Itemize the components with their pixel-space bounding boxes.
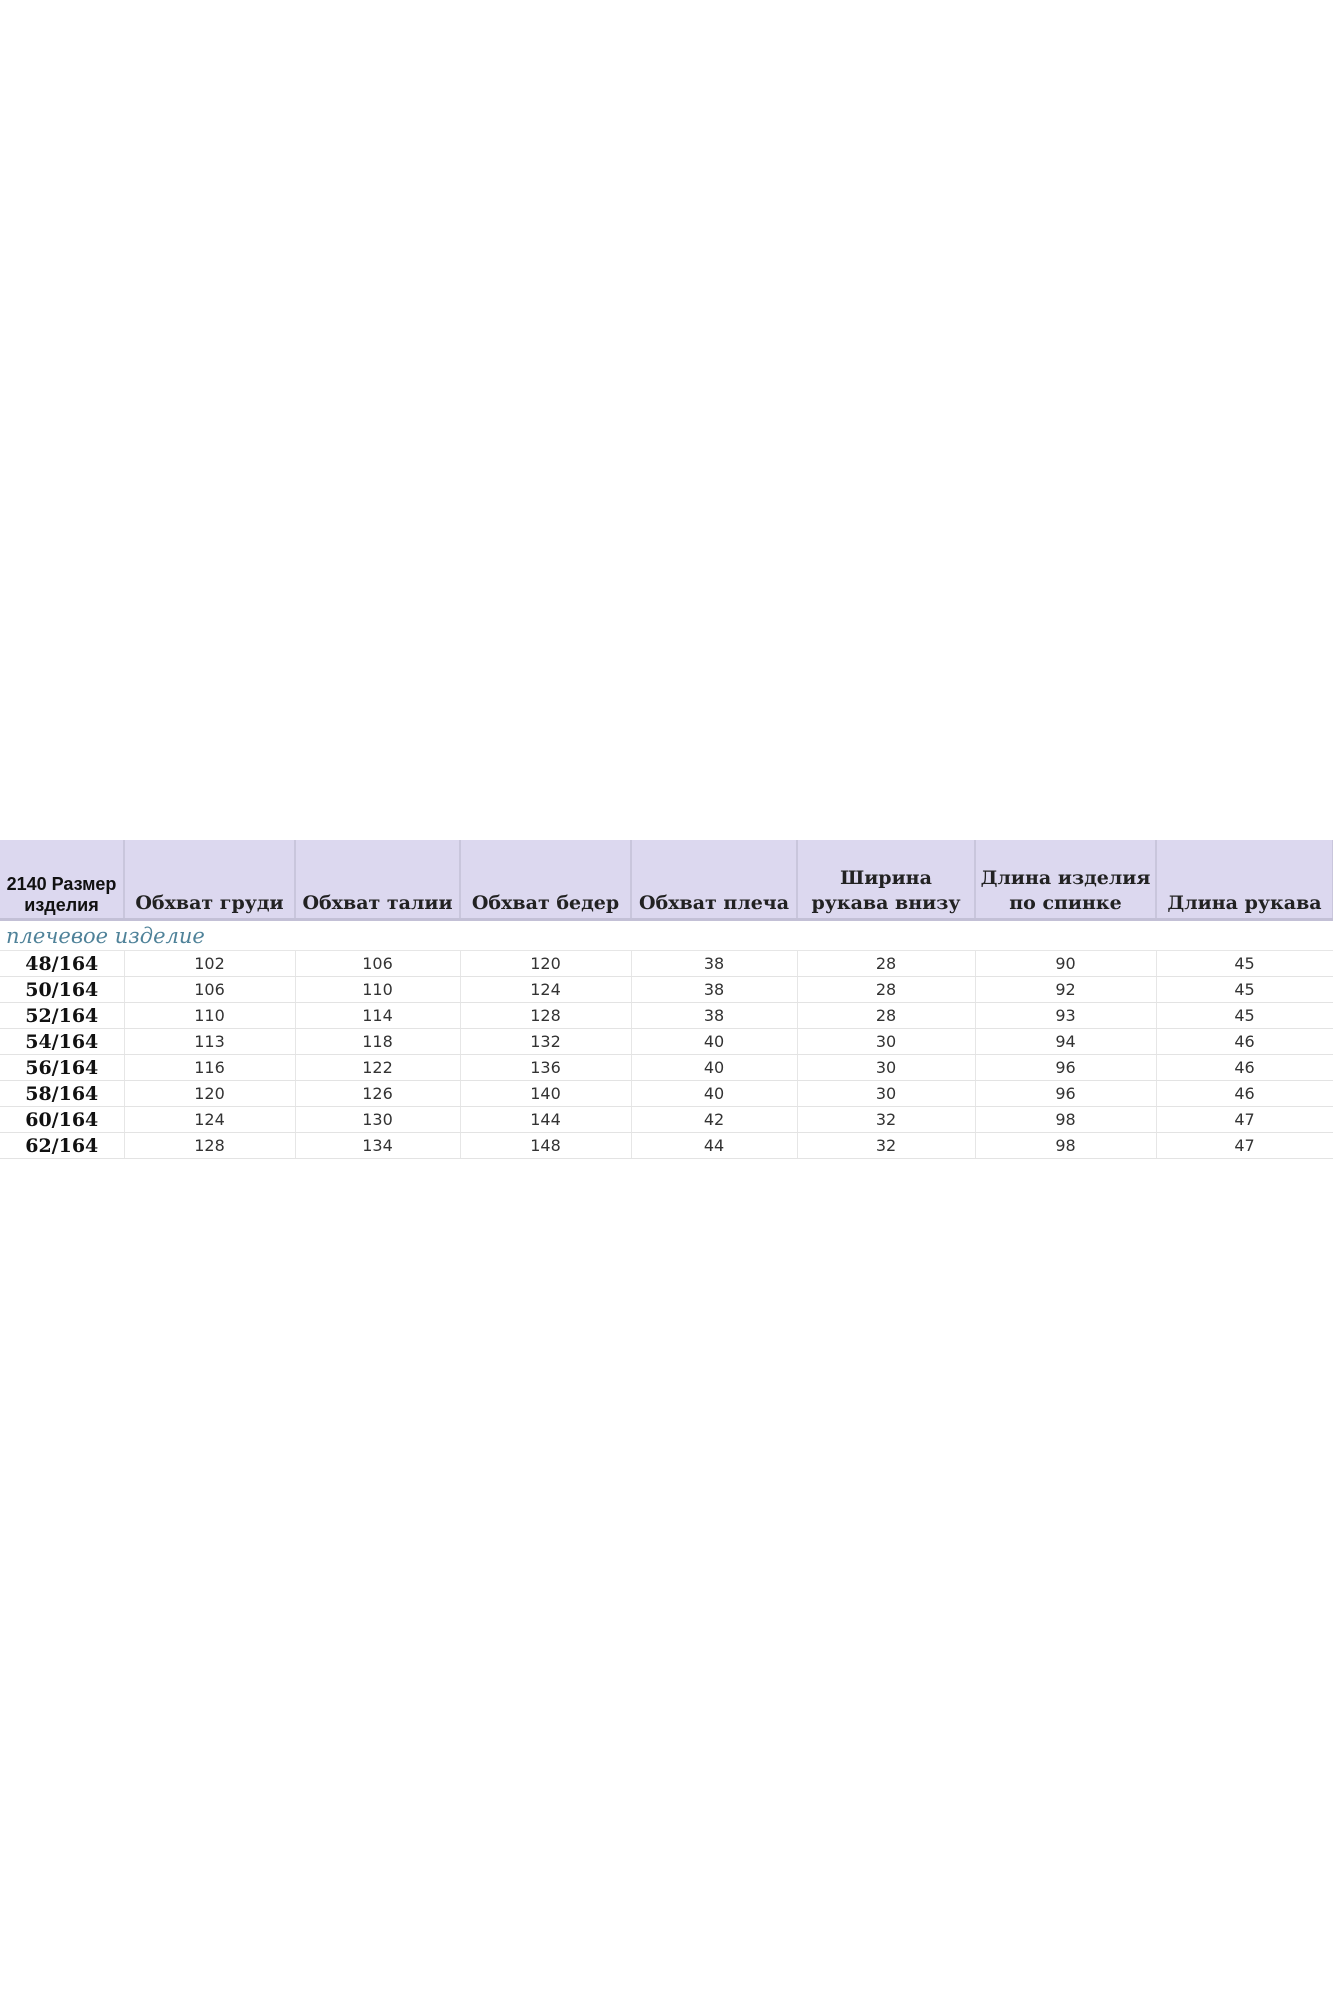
- measurement-cell: 30: [797, 1054, 976, 1081]
- measurement-cell: 140: [460, 1080, 632, 1107]
- size-cell: 56/164: [0, 1054, 125, 1081]
- measurement-cell: 38: [631, 950, 798, 977]
- measurement-cell: 45: [1156, 950, 1333, 977]
- measurement-cell: 46: [1156, 1080, 1333, 1107]
- measurement-cell: 47: [1156, 1106, 1333, 1133]
- size-cell: 50/164: [0, 976, 125, 1003]
- measurement-cell: 47: [1156, 1132, 1333, 1159]
- table-row: 58/164 120 126 140 40 30 96 46: [0, 1080, 1333, 1107]
- measurement-cell: 90: [975, 950, 1157, 977]
- measurement-cell: 28: [797, 950, 976, 977]
- measurement-cell: 96: [975, 1080, 1157, 1107]
- size-chart-table: 2140 Размер изделия Обхват груди Обхват та…: [0, 840, 1333, 1159]
- measurement-cell: 45: [1156, 976, 1333, 1003]
- measurement-cell: 32: [797, 1106, 976, 1133]
- table-row: 50/164 106 110 124 38 28 92 45: [0, 976, 1333, 1003]
- measurement-cell: 92: [975, 976, 1157, 1003]
- measurement-cell: 30: [797, 1080, 976, 1107]
- measurement-cell: 46: [1156, 1028, 1333, 1055]
- measurement-cell: 32: [797, 1132, 976, 1159]
- column-header: Обхват плеча: [631, 840, 798, 921]
- measurement-cell: 134: [295, 1132, 461, 1159]
- measurement-cell: 38: [631, 976, 798, 1003]
- subtitle-row: плечевое изделие: [0, 919, 1333, 951]
- measurement-cell: 28: [797, 1002, 976, 1029]
- measurement-cell: 110: [295, 976, 461, 1003]
- column-header: Обхват талии: [295, 840, 461, 921]
- size-cell: 58/164: [0, 1080, 125, 1107]
- table-row: 62/164 128 134 148 44 32 98 47: [0, 1132, 1333, 1159]
- measurement-cell: 96: [975, 1054, 1157, 1081]
- column-header: Обхват груди: [124, 840, 296, 921]
- measurement-cell: 124: [460, 976, 632, 1003]
- table-row: 56/164 116 122 136 40 30 96 46: [0, 1054, 1333, 1081]
- column-header: Длина изделия по спинке: [975, 840, 1157, 921]
- measurement-cell: 144: [460, 1106, 632, 1133]
- measurement-cell: 122: [295, 1054, 461, 1081]
- measurement-cell: 148: [460, 1132, 632, 1159]
- header-row: 2140 Размер изделия Обхват груди Обхват та…: [0, 840, 1333, 921]
- size-cell: 48/164: [0, 950, 125, 977]
- measurement-cell: 120: [460, 950, 632, 977]
- measurement-cell: 28: [797, 976, 976, 1003]
- measurement-cell: 124: [124, 1106, 296, 1133]
- column-header: Обхват бедер: [460, 840, 632, 921]
- column-header: 2140 Размер изделия: [0, 840, 125, 921]
- measurement-cell: 128: [460, 1002, 632, 1029]
- measurement-cell: 132: [460, 1028, 632, 1055]
- measurement-cell: 120: [124, 1080, 296, 1107]
- measurement-cell: 128: [124, 1132, 296, 1159]
- column-header: Длина рукава: [1156, 840, 1333, 921]
- section-subtitle: плечевое изделие: [0, 919, 1333, 951]
- measurement-cell: 113: [124, 1028, 296, 1055]
- measurement-cell: 102: [124, 950, 296, 977]
- table-row: 48/164 102 106 120 38 28 90 45: [0, 950, 1333, 977]
- measurement-cell: 40: [631, 1028, 798, 1055]
- measurement-cell: 126: [295, 1080, 461, 1107]
- measurement-cell: 130: [295, 1106, 461, 1133]
- measurement-cell: 44: [631, 1132, 798, 1159]
- measurement-cell: 118: [295, 1028, 461, 1055]
- column-header: Ширина рукава внизу: [797, 840, 976, 921]
- size-cell: 54/164: [0, 1028, 125, 1055]
- measurement-cell: 110: [124, 1002, 296, 1029]
- measurement-cell: 106: [295, 950, 461, 977]
- measurement-cell: 106: [124, 976, 296, 1003]
- measurement-cell: 114: [295, 1002, 461, 1029]
- measurement-cell: 42: [631, 1106, 798, 1133]
- measurement-cell: 45: [1156, 1002, 1333, 1029]
- measurement-cell: 94: [975, 1028, 1157, 1055]
- measurement-cell: 98: [975, 1132, 1157, 1159]
- table-row: 54/164 113 118 132 40 30 94 46: [0, 1028, 1333, 1055]
- measurement-cell: 30: [797, 1028, 976, 1055]
- measurement-cell: 38: [631, 1002, 798, 1029]
- size-cell: 62/164: [0, 1132, 125, 1159]
- table-row: 52/164 110 114 128 38 28 93 45: [0, 1002, 1333, 1029]
- measurement-cell: 93: [975, 1002, 1157, 1029]
- measurement-cell: 40: [631, 1080, 798, 1107]
- size-cell: 52/164: [0, 1002, 125, 1029]
- size-cell: 60/164: [0, 1106, 125, 1133]
- table-row: 60/164 124 130 144 42 32 98 47: [0, 1106, 1333, 1133]
- measurement-cell: 116: [124, 1054, 296, 1081]
- measurement-cell: 40: [631, 1054, 798, 1081]
- measurement-cell: 98: [975, 1106, 1157, 1133]
- measurement-cell: 136: [460, 1054, 632, 1081]
- measurement-cell: 46: [1156, 1054, 1333, 1081]
